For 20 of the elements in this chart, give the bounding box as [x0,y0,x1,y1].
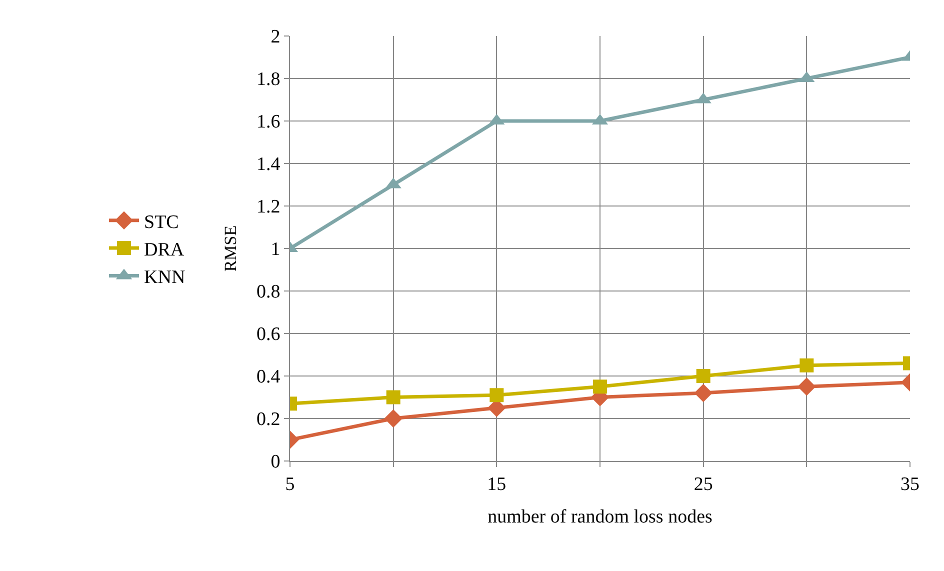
y-axis-title: RMSE [221,225,240,272]
y-tick-label: 0.8 [256,282,280,303]
legend-label: KNN [144,267,186,288]
y-tick-label: 1 [270,239,280,260]
legend-label: DRA [144,239,184,260]
y-tick-label: 0.6 [256,324,280,346]
x-tick-label: 35 [900,474,920,495]
y-tick-label: 0.4 [256,366,281,388]
x-tick-label: 5 [285,474,295,495]
x-axis-title: number of random loss nodes [488,506,712,528]
y-tick-label: 2 [270,26,280,48]
y-tick-label: 0 [270,452,280,473]
y-tick-label: 1.6 [256,112,280,133]
y-tick-label: 1.8 [256,69,280,90]
y-tick-label: 0.2 [256,409,280,430]
x-tick-label: 15 [487,474,506,495]
y-tick-label: 1.2 [256,196,280,218]
x-tick-label: 25 [694,474,713,495]
legend-label: STC [144,212,179,233]
y-tick-label: 1.4 [256,154,281,176]
